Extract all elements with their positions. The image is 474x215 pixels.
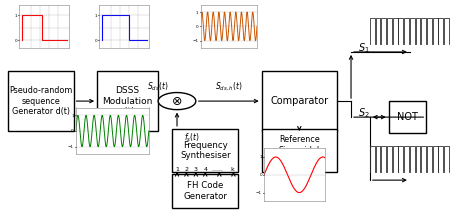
Text: 1: 1 [175, 167, 179, 172]
Text: FH Code
Generator: FH Code Generator [183, 181, 227, 201]
Text: 2: 2 [184, 167, 189, 172]
Bar [389, 101, 426, 133]
Text: $S_1$: $S_1$ [358, 41, 370, 55]
Bar [262, 71, 337, 131]
Text: ......: ...... [211, 167, 223, 172]
Text: 3: 3 [194, 167, 198, 172]
Text: $f_s(t)$: $f_s(t)$ [184, 131, 200, 144]
Text: DSSS
Modulation
c(t): DSSS Modulation c(t) [102, 86, 153, 116]
Text: Comparator: Comparator [270, 96, 328, 106]
Bar [173, 129, 238, 172]
Text: $S_{ds,h}(t)$: $S_{ds,h}(t)$ [215, 80, 243, 92]
Text: $S_{ds}(t)$: $S_{ds}(t)$ [147, 80, 169, 92]
Text: $S_2$: $S_2$ [358, 106, 370, 120]
Circle shape [158, 92, 196, 110]
Text: Frequency
Synthesiser: Frequency Synthesiser [180, 141, 230, 160]
Bar [262, 129, 337, 172]
Text: NOT: NOT [397, 112, 418, 122]
Bar [8, 71, 73, 131]
Text: k: k [231, 167, 234, 172]
Bar [97, 71, 158, 131]
Text: Reference
Sinusoidal
Signal: Reference Sinusoidal Signal [279, 135, 320, 165]
Text: $\otimes$: $\otimes$ [172, 95, 182, 108]
Text: Pseudo-random
sequence
Generator d(t): Pseudo-random sequence Generator d(t) [9, 86, 73, 116]
Bar [173, 174, 238, 208]
Text: 4: 4 [203, 167, 207, 172]
